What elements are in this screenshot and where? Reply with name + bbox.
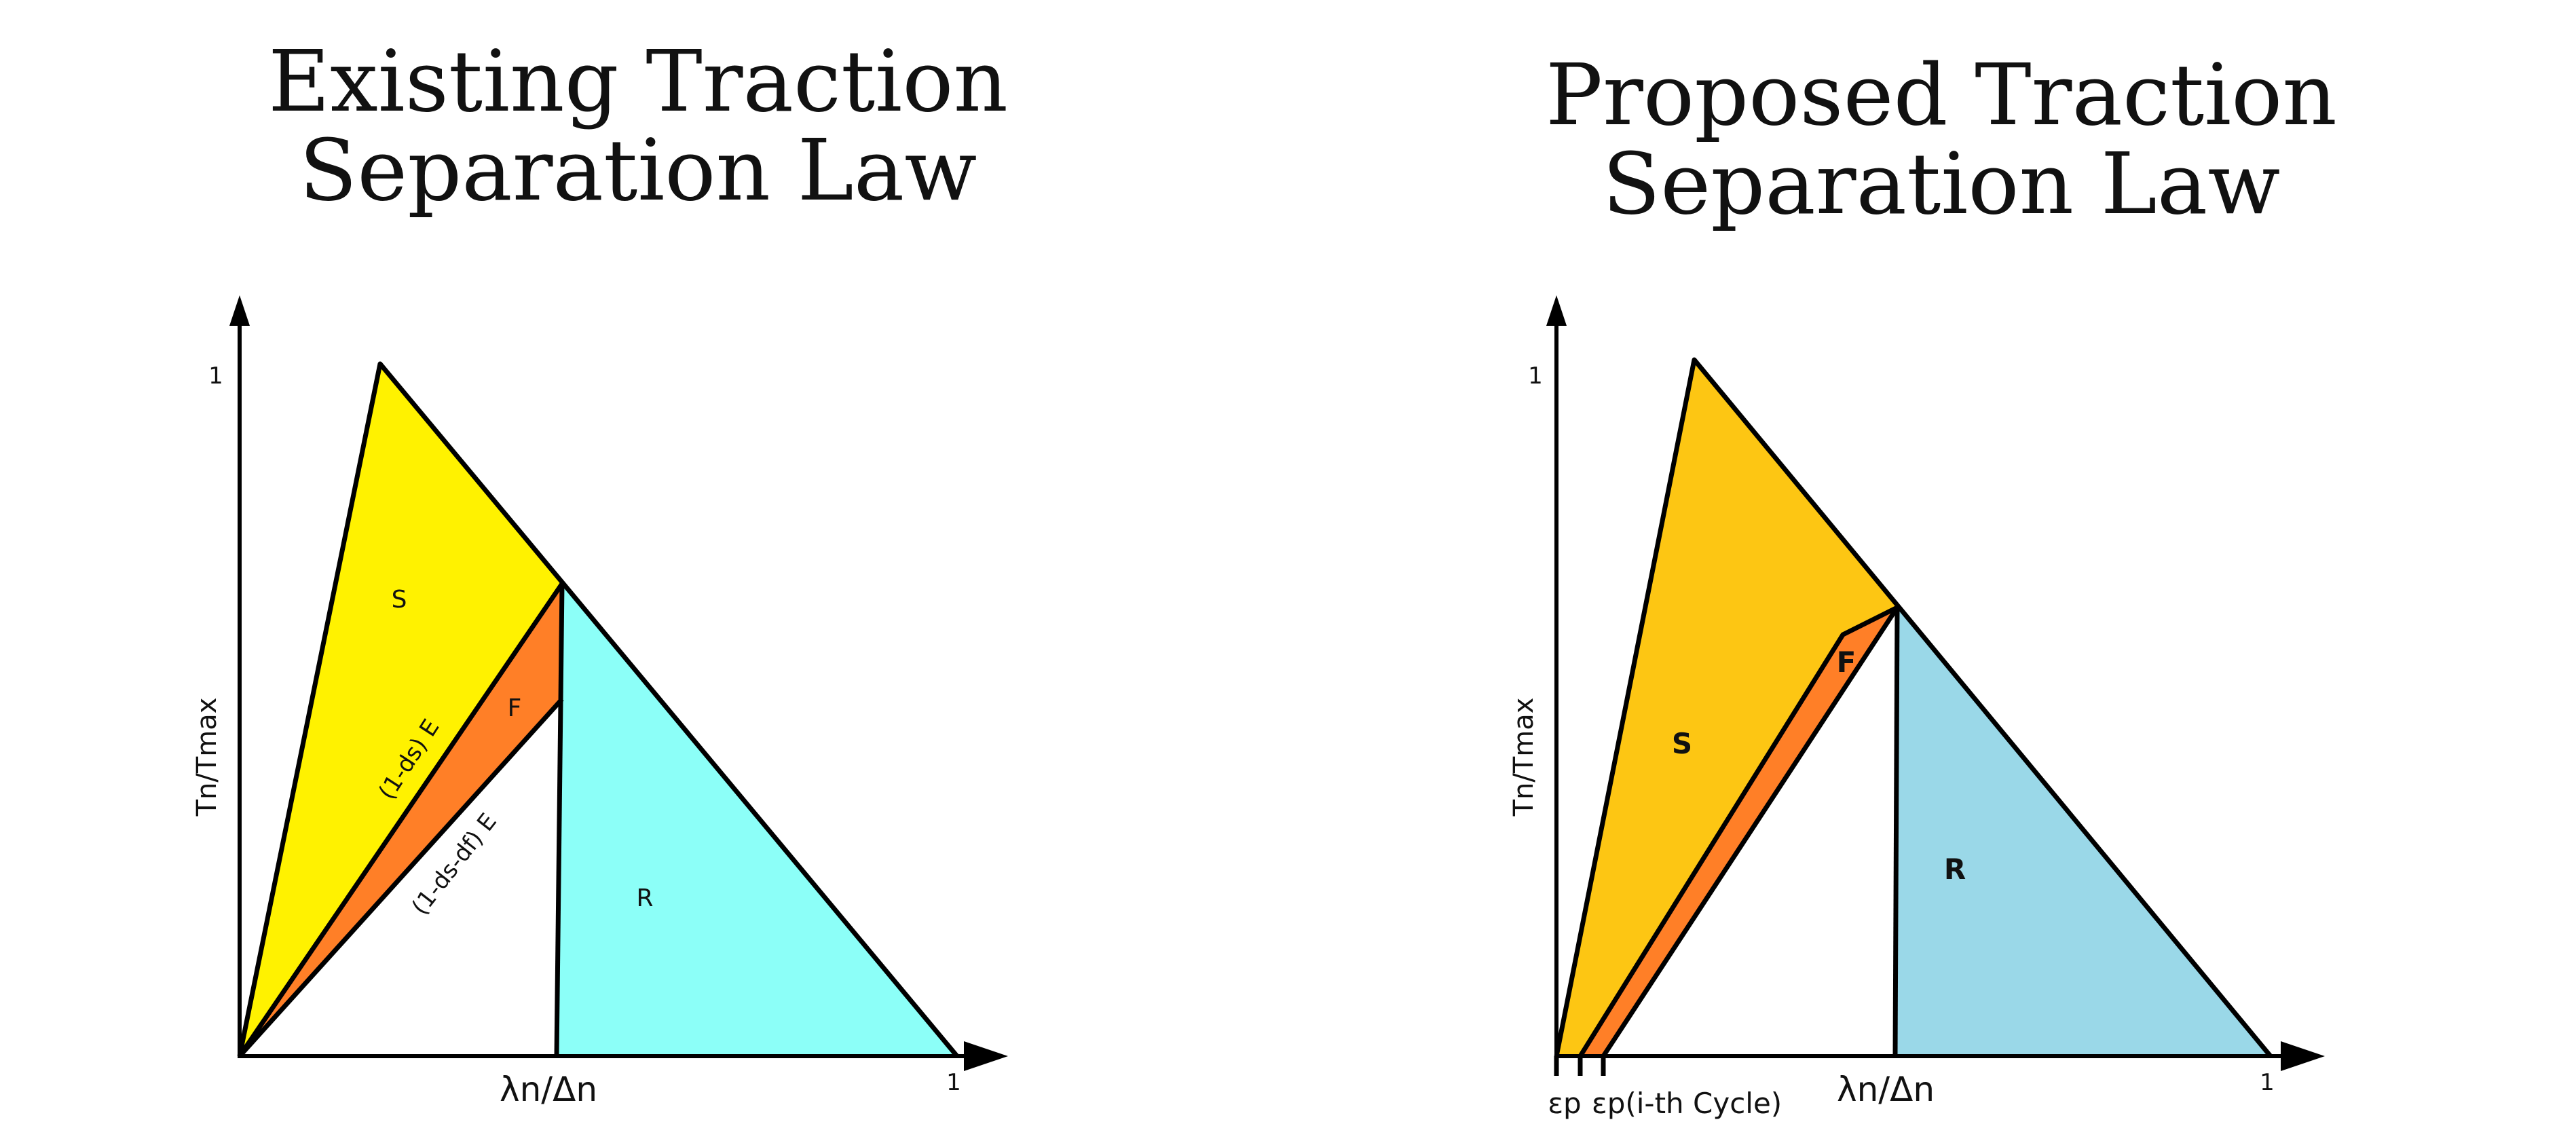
right-envelope-line <box>1554 357 2273 1058</box>
right-y-axis-label: Tn/Tmax <box>1508 698 1539 817</box>
left-outline <box>237 361 959 1058</box>
right-diagram-title: Proposed Traction Separation Law <box>1546 46 2337 234</box>
left-region-s <box>240 364 562 1056</box>
right-region-f <box>1580 607 1897 1056</box>
left-diagram: 1 1 S F R Tn/Tmax λn/Δn (1-ds) E (1-ds-d… <box>191 295 1008 1109</box>
right-x-tick-1: 1 <box>2260 1069 2275 1096</box>
right-region-s-label: S <box>1672 727 1692 760</box>
left-vertical-divider <box>554 583 565 1057</box>
left-y-tick-1: 1 <box>208 362 223 390</box>
left-y-axis-label: Tn/Tmax <box>191 698 223 817</box>
right-y-tick-1: 1 <box>1528 362 1543 390</box>
left-diagram-title: Existing Traction Separation Law <box>268 33 1008 221</box>
right-x-axis-label: λn/Δn <box>1837 1070 1935 1109</box>
left-x-axis-label: λn/Δn <box>500 1070 597 1109</box>
right-upper-unload-line <box>1578 605 1899 1058</box>
right-lower-unload-line <box>1601 606 1899 1058</box>
left-region-r-label: R <box>636 884 653 912</box>
right-outline <box>1554 357 2273 1076</box>
right-region-r-label: R <box>1944 853 1966 886</box>
right-x-marker-1: εp <box>1548 1087 1581 1120</box>
left-region-f-label: F <box>508 694 522 722</box>
right-region-s <box>1556 360 1897 1056</box>
left-x-axis-arrow <box>964 1041 1008 1071</box>
left-lower-unload-line <box>238 697 564 1058</box>
left-y-axis-arrow <box>229 295 250 326</box>
left-region-s-label: S <box>392 586 407 614</box>
right-vertical-divider <box>1892 607 1900 1057</box>
right-region-f-label: F <box>1837 646 1856 679</box>
right-y-axis-arrow <box>1546 295 1567 326</box>
left-upper-unload-line <box>238 582 564 1058</box>
right-x-marker-2: εp(i-th Cycle) <box>1592 1087 1782 1120</box>
left-x-tick-1: 1 <box>946 1069 961 1096</box>
right-diagram: 1 1 S F R Tn/Tmax λn/Δn εp εp(i-th Cycle… <box>1508 295 2325 1120</box>
right-x-axis-arrow <box>2281 1041 2325 1071</box>
left-envelope-line <box>237 361 959 1058</box>
